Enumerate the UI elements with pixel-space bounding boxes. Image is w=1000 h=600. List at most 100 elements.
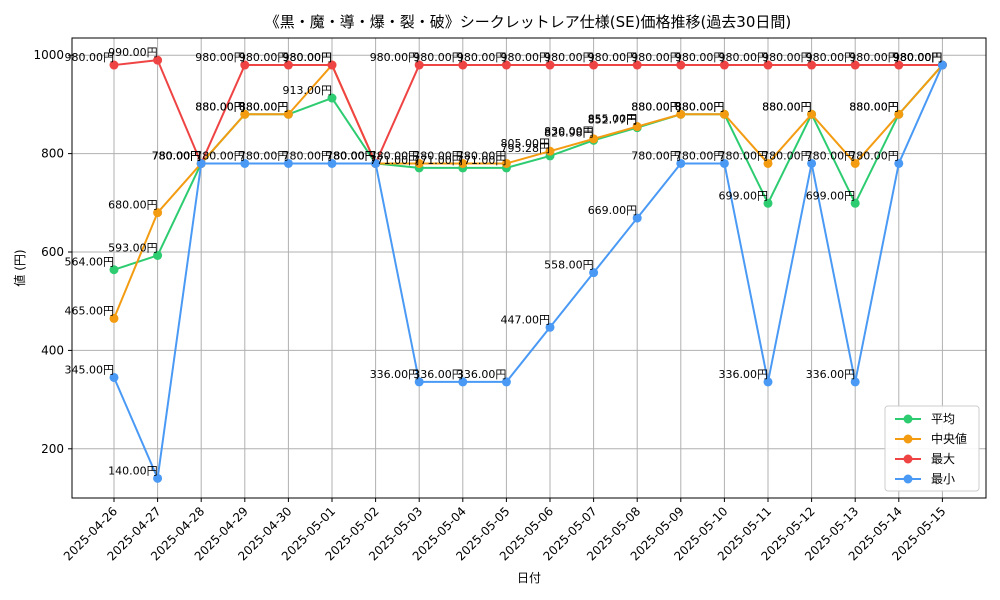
series-layer (109, 55, 947, 483)
legend-marker-min (903, 474, 913, 484)
data-point-median (501, 158, 511, 168)
data-point-max (850, 60, 860, 70)
data-point-avg (153, 250, 163, 260)
series-line-avg (113, 64, 944, 271)
data-point-median (632, 122, 642, 132)
data-label-avg: 980.00円 (893, 51, 943, 64)
legend-marker-max (903, 454, 913, 464)
data-point-avg (109, 265, 119, 275)
data-label-avg: 593.00円 (108, 241, 158, 254)
data-point-max (240, 60, 250, 70)
data-point-max (676, 60, 686, 70)
data-label-min: 980.00円 (893, 51, 943, 64)
data-point-max (589, 60, 599, 70)
legend-label-min: 最小 (931, 472, 955, 486)
data-point-min (414, 377, 424, 387)
data-point-median (109, 313, 119, 323)
data-point-median (414, 158, 424, 168)
x-axis-label: 日付 (517, 571, 541, 585)
data-label-median: 880.00円 (239, 100, 289, 113)
legend-box (884, 405, 980, 492)
data-point-max (632, 60, 642, 70)
y-axis-label: 値 (円) (12, 249, 27, 286)
data-label-max: 980.00円 (413, 51, 463, 64)
data-label-median: 830.00円 (544, 125, 594, 138)
data-label-min: 336.00円 (370, 368, 420, 381)
data-label-median: 780.00円 (413, 149, 463, 162)
data-point-median (763, 158, 773, 168)
data-point-min (196, 158, 206, 168)
data-label-min: 780.00円 (762, 149, 812, 162)
data-label-min: 336.00円 (413, 368, 463, 381)
data-label-avg: 699.00円 (806, 189, 856, 202)
grid-layer (72, 38, 986, 498)
data-label-min: 780.00円 (631, 149, 681, 162)
data-point-median (458, 158, 468, 168)
data-point-max (414, 60, 424, 70)
legend-marker-avg (903, 414, 913, 424)
data-label-min: 336.00円 (457, 368, 507, 381)
data-label-max: 980.00円 (806, 51, 856, 64)
data-point-median (545, 146, 555, 156)
data-label-max: 980.00円 (239, 51, 289, 64)
data-label-median: 780.00円 (719, 149, 769, 162)
data-label-max: 980.00円 (631, 51, 681, 64)
y-tick-label: 800 (41, 147, 64, 161)
data-label-median: 780.00円 (152, 149, 202, 162)
data-label-median: 780.00円 (326, 149, 376, 162)
plot-frame (71, 37, 987, 499)
data-label-median: 780.00円 (370, 149, 420, 162)
data-label-median: 780.00円 (457, 149, 507, 162)
legend-label-max: 最大 (931, 452, 955, 466)
data-label-max: 980.00円 (195, 51, 245, 64)
data-labels: 564.00円593.00円780.00円880.00円880.00円913.0… (65, 46, 943, 477)
data-label-avg: 699.00円 (719, 189, 769, 202)
data-label-avg: 880.00円 (675, 100, 725, 113)
data-label-min: 336.00円 (719, 368, 769, 381)
data-point-max (807, 60, 817, 70)
data-label-median: 780.00円 (806, 149, 856, 162)
data-point-min (545, 322, 555, 332)
data-point-avg (327, 93, 337, 103)
data-point-max (501, 60, 511, 70)
data-label-min: 780.00円 (326, 149, 376, 162)
data-label-avg: 564.00円 (65, 256, 115, 269)
data-label-max: 980.00円 (675, 51, 725, 64)
data-point-max (283, 60, 293, 70)
data-label-min: 780.00円 (195, 149, 245, 162)
data-label-min: 780.00円 (675, 149, 725, 162)
data-point-min (894, 158, 904, 168)
data-point-max (719, 60, 729, 70)
data-point-min (240, 158, 250, 168)
data-point-min (589, 268, 599, 278)
data-label-max: 980.00円 (893, 51, 943, 64)
data-label-max: 780.00円 (152, 149, 202, 162)
data-point-max (763, 60, 773, 70)
data-label-avg: 880.00円 (239, 100, 289, 113)
data-label-median: 880.00円 (631, 100, 681, 113)
data-label-avg: 880.00円 (762, 100, 812, 113)
data-point-median (807, 109, 817, 119)
data-point-min (283, 158, 293, 168)
data-label-median: 805.00円 (501, 137, 551, 150)
data-label-max: 980.00円 (370, 51, 420, 64)
data-label-max: 980.00円 (762, 51, 812, 64)
data-label-avg: 880.00円 (631, 100, 681, 113)
data-label-min: 780.00円 (152, 149, 202, 162)
data-point-median (240, 109, 250, 119)
data-point-min (763, 377, 773, 387)
data-point-min (676, 158, 686, 168)
data-label-avg: 771.00円 (457, 154, 507, 167)
data-label-avg: 771.00円 (413, 154, 463, 167)
data-label-min: 780.00円 (849, 149, 899, 162)
series-line-max (113, 59, 943, 165)
data-point-median (894, 109, 904, 119)
data-label-max: 980.00円 (588, 51, 638, 64)
data-label-min: 345.00円 (65, 363, 115, 376)
data-label-median: 880.00円 (195, 100, 245, 113)
data-label-avg: 780.00円 (152, 149, 202, 162)
y-tick-label: 600 (41, 245, 64, 259)
legend-label-avg: 平均 (931, 412, 955, 426)
